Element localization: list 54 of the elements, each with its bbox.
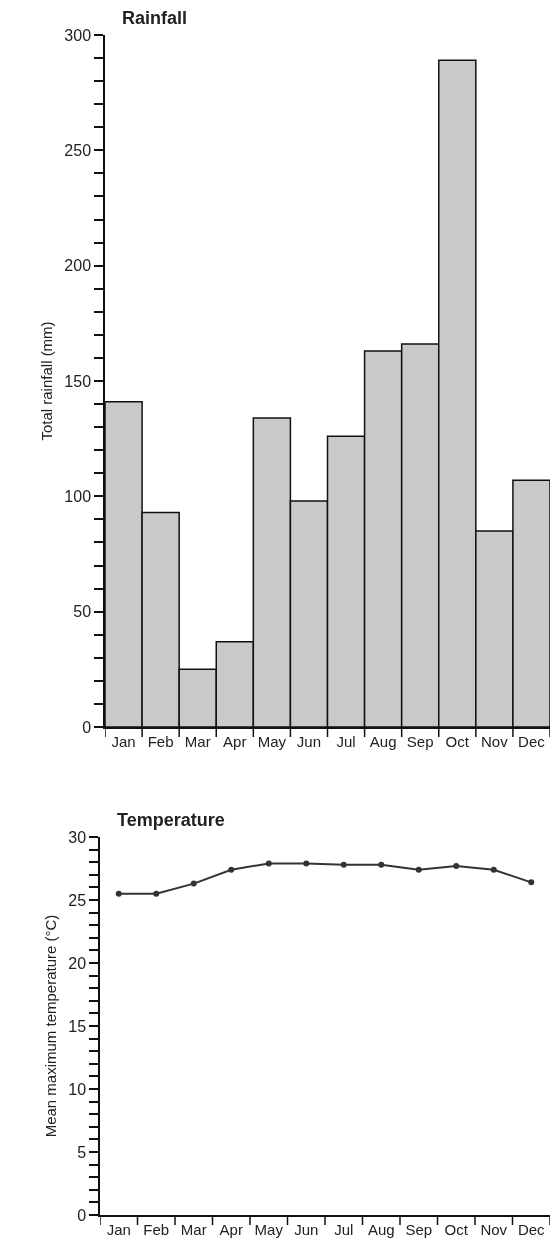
- x-tick-label: Sep: [406, 732, 434, 750]
- y-tick-label: 5: [77, 1143, 87, 1161]
- x-tick-label: Apr: [219, 1220, 243, 1238]
- y-tick-label: 0: [82, 718, 92, 736]
- x-tick-label: Mar: [180, 1220, 207, 1238]
- x-tick-label: Oct: [444, 1220, 469, 1238]
- x-tick-label: May: [257, 732, 287, 750]
- point: [265, 860, 272, 867]
- y-tick-label: 15: [68, 1017, 87, 1035]
- y-tick-label: 100: [64, 487, 92, 505]
- x-tick-label: Nov: [480, 1220, 508, 1238]
- y-tick-label: 300: [64, 26, 92, 44]
- x-tick-label: Feb: [147, 732, 174, 750]
- x-tick-label: Aug: [369, 732, 397, 750]
- point: [528, 879, 535, 886]
- point: [415, 866, 422, 873]
- y-tick-label: 30: [68, 828, 87, 846]
- point: [190, 880, 197, 887]
- x-tick-label: Sep: [405, 1220, 433, 1238]
- x-tick-label: Jun: [296, 732, 322, 750]
- x-tick-label: Feb: [143, 1220, 170, 1238]
- x-tick-label: Jan: [106, 1220, 131, 1238]
- y-axis-title: Mean maximum temperature (°C): [42, 914, 59, 1138]
- y-tick-label: 20: [68, 954, 87, 972]
- y-tick-label: 10: [68, 1080, 87, 1098]
- x-tick-label: Dec: [517, 1220, 546, 1238]
- point: [228, 866, 235, 873]
- x-tick-label: Mar: [184, 732, 211, 750]
- y-tick-label: 0: [77, 1206, 87, 1224]
- y-tick-label: 50: [73, 603, 92, 621]
- point: [490, 866, 497, 873]
- x-tick-label: Jan: [111, 732, 136, 750]
- x-tick-label: Aug: [367, 1220, 395, 1238]
- chart-title: Temperature: [117, 810, 225, 830]
- x-tick-label: Dec: [518, 732, 546, 750]
- y-tick-label: 150: [64, 372, 92, 390]
- point: [453, 862, 460, 869]
- x-tick-label: Jun: [294, 1220, 319, 1238]
- y-tick-label: 25: [68, 891, 87, 909]
- x-tick-label: Jul: [334, 1220, 354, 1238]
- x-tick-label: Jul: [336, 732, 356, 750]
- x-tick-label: Oct: [445, 732, 470, 750]
- y-tick-label: 200: [64, 257, 92, 275]
- point: [153, 890, 160, 897]
- point: [115, 890, 122, 897]
- y-axis-title: Total rainfall (mm): [38, 321, 56, 441]
- chart-title: Rainfall: [122, 8, 188, 28]
- x-tick-label: Nov: [481, 732, 509, 750]
- point: [340, 861, 347, 868]
- x-tick-label: Apr: [223, 732, 247, 750]
- x-tick-label: May: [254, 1220, 284, 1238]
- y-tick-label: 250: [64, 141, 92, 159]
- point: [303, 860, 310, 867]
- point: [378, 861, 385, 868]
